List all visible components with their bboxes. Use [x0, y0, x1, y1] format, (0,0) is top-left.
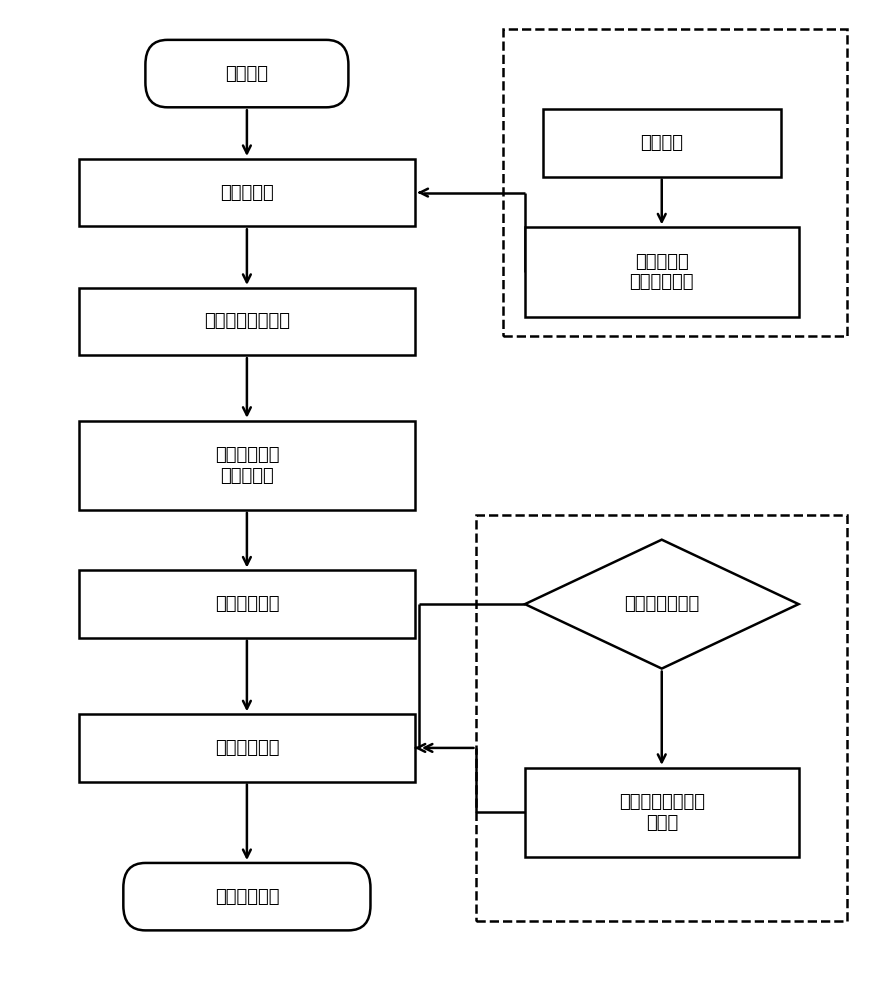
- Text: 测距结果输出: 测距结果输出: [215, 888, 279, 906]
- Bar: [503, 29, 847, 336]
- Text: 相模变换: 相模变换: [641, 134, 683, 152]
- Text: 选取基准节点
坏数据识别: 选取基准节点 坏数据识别: [215, 446, 279, 485]
- Text: 精确故障定位: 精确故障定位: [215, 739, 279, 757]
- Bar: [543, 109, 781, 177]
- FancyBboxPatch shape: [123, 863, 371, 930]
- FancyBboxPatch shape: [145, 40, 348, 107]
- Bar: [79, 570, 414, 638]
- Bar: [525, 768, 798, 857]
- Bar: [79, 421, 414, 510]
- Polygon shape: [525, 540, 798, 669]
- Text: 初始故障定位: 初始故障定位: [215, 595, 279, 613]
- Bar: [525, 227, 798, 317]
- Bar: [79, 714, 414, 782]
- Text: 故障点位置初算: 故障点位置初算: [624, 595, 699, 613]
- Text: 推算主干波头时刻: 推算主干波头时刻: [204, 312, 290, 330]
- Bar: [79, 159, 414, 226]
- Text: 数据输入: 数据输入: [225, 65, 268, 83]
- Bar: [477, 515, 847, 921]
- Bar: [79, 288, 414, 355]
- Text: 单端行波法二次故
障定位: 单端行波法二次故 障定位: [618, 793, 705, 832]
- Text: 提取各终端
初始波头时刻: 提取各终端 初始波头时刻: [630, 253, 694, 291]
- Text: 数据预处理: 数据预处理: [220, 184, 274, 202]
